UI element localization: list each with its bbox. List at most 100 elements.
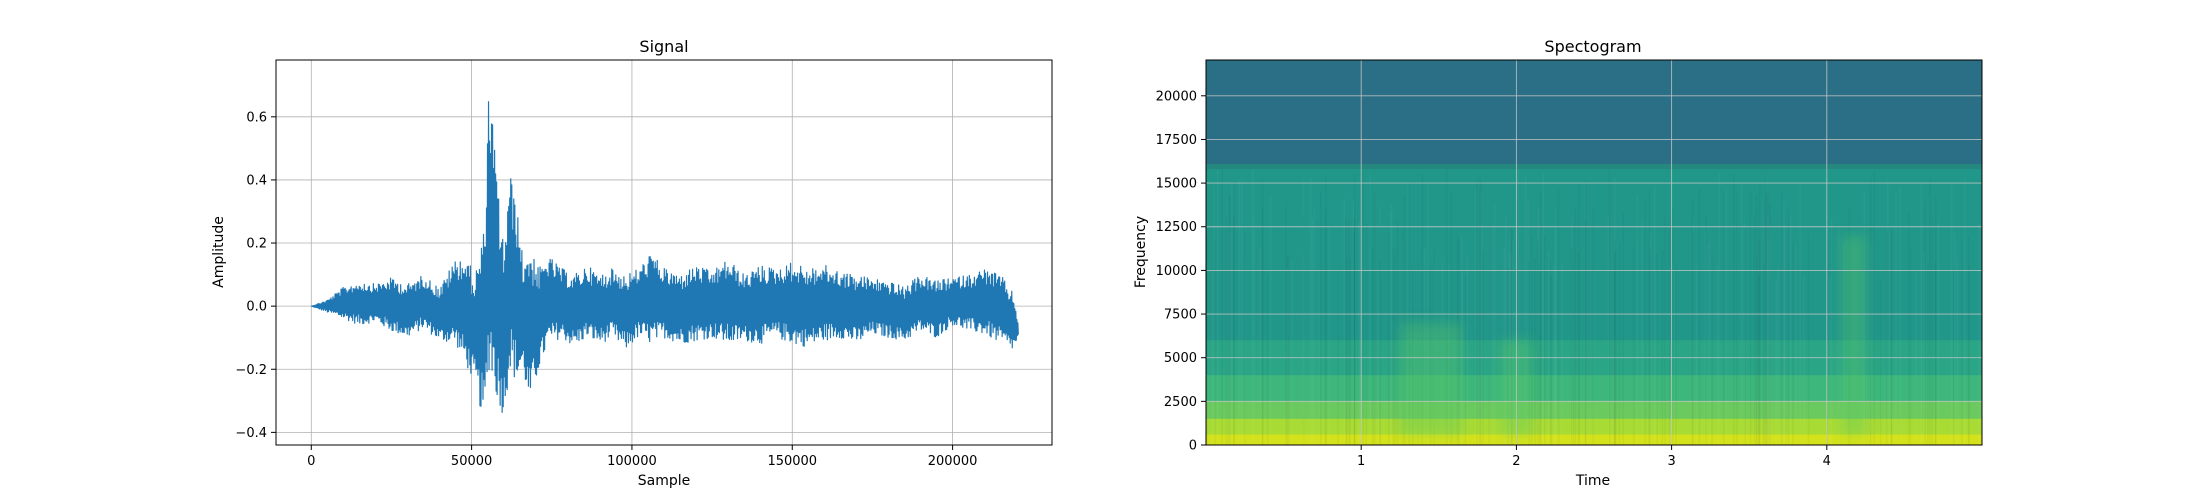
signal-y-axis-label: Amplitude [211, 216, 227, 288]
spectrogram-texture [1548, 250, 1550, 445]
spectrogram-texture [1291, 262, 1293, 445]
spectrogram-texture [1964, 179, 1966, 445]
spectrogram-texture [1718, 173, 1720, 445]
spectrogram-texture [1762, 199, 1764, 445]
spectrogram-texture [1675, 264, 1677, 445]
spectrogram-bright-bursts [1400, 235, 1866, 435]
signal-x-tick-label: 150000 [767, 454, 817, 469]
spectrogram-texture [1831, 219, 1833, 445]
signal-x-tick-label: 200000 [928, 454, 978, 469]
spectrogram-texture [1253, 216, 1255, 445]
spectrogram-texture [1378, 279, 1380, 445]
spectrogram-texture [1267, 274, 1269, 445]
spectrogram-texture [1766, 172, 1768, 445]
spectrogram-y-tick-label: 5000 [1164, 351, 1197, 366]
spectrogram-texture [1750, 191, 1752, 445]
spectrogram-texture [1788, 208, 1790, 445]
spectrogram-texture [1229, 233, 1231, 445]
spectrogram-texture [1924, 202, 1926, 445]
spectrogram-texture [1908, 211, 1910, 445]
spectrogram-texture [1871, 247, 1873, 445]
spectrogram-texture [1561, 264, 1563, 445]
signal-x-ticks: 0 50000 100000 150000 200000 [307, 445, 977, 469]
spectrogram-texture [1359, 222, 1361, 445]
spectrogram-texture [1880, 278, 1882, 445]
spectrogram-panel: Spectogram 1 2 3 4 0 2500 5000 7500 10000 12500 1… [1133, 37, 1983, 489]
spectrogram-texture [1394, 254, 1396, 445]
signal-y-ticks: −0.4 −0.2 0.0 0.2 0.4 0.6 [235, 110, 276, 441]
spectrogram-texture [1259, 248, 1261, 445]
spectrogram-texture [1391, 204, 1393, 445]
spectrogram-texture [1705, 216, 1707, 445]
spectrogram-texture [1352, 201, 1354, 445]
spectrogram-texture [1221, 170, 1223, 445]
signal-grid [276, 60, 1052, 445]
spectrogram-y-tick-label: 12500 [1156, 220, 1197, 235]
spectrogram-texture [1252, 170, 1254, 445]
spectrogram-texture [1245, 260, 1247, 445]
spectrogram-texture [1558, 187, 1560, 445]
spectrogram-texture [1910, 249, 1912, 445]
signal-y-tick-label: 0.0 [246, 300, 267, 315]
spectrogram-texture [1325, 176, 1327, 445]
signal-y-tick-label: −0.4 [235, 426, 267, 441]
spectrogram-y-tick-label: 20000 [1156, 89, 1197, 104]
spectrogram-texture [1593, 272, 1595, 445]
spectrogram-y-ticks: 0 2500 5000 7500 10000 12500 15000 17500 20000 [1156, 89, 1206, 454]
signal-y-tick-label: 0.4 [246, 173, 267, 188]
spectrogram-texture [1733, 175, 1735, 445]
spectrogram-texture [1808, 234, 1810, 445]
spectrogram-x-tick-label: 3 [1667, 454, 1675, 469]
spectrogram-texture [1369, 173, 1371, 445]
spectrogram-texture [1669, 225, 1671, 445]
spectrogram-texture [1262, 208, 1264, 445]
spectrogram-texture [1379, 207, 1381, 445]
signal-x-tick-label: 50000 [451, 454, 492, 469]
spectrogram-texture [1795, 244, 1797, 445]
spectrogram-texture [1571, 247, 1573, 445]
spectrogram-texture [1744, 226, 1746, 445]
spectrogram-texture [1655, 274, 1657, 445]
signal-panel: Signal 0 50000 100000 150000 200000 −0.4 −0.2… [211, 37, 1053, 489]
spectrogram-burst [1400, 322, 1463, 435]
spectrogram-x-tick-label: 1 [1357, 454, 1365, 469]
spectrogram-texture [1633, 246, 1635, 445]
spectrogram-texture [1543, 173, 1545, 445]
spectrogram-texture [1217, 170, 1219, 445]
spectrogram-texture [1619, 242, 1621, 445]
spectrogram-y-axis-label: Frequency [1133, 216, 1149, 288]
spectrogram-texture [1241, 179, 1243, 445]
spectrogram-texture [1318, 269, 1320, 445]
spectrogram-texture [1741, 181, 1743, 445]
signal-x-tick-label: 100000 [607, 454, 657, 469]
spectrogram-texture [1886, 231, 1888, 445]
spectrogram-band [1206, 163, 1982, 170]
spectrogram-texture [1312, 219, 1314, 445]
spectrogram-texture [1931, 216, 1933, 445]
spectrogram-texture [1699, 187, 1701, 445]
spectrogram-texture [1637, 195, 1639, 445]
spectrogram-texture [1585, 180, 1587, 445]
spectrogram-x-ticks: 1 2 3 4 [1357, 445, 1831, 469]
spectrogram-texture [1479, 175, 1481, 445]
spectrogram-texture [1354, 174, 1356, 445]
spectrogram-texture [1916, 273, 1918, 445]
spectrogram-grid [1206, 60, 1982, 445]
spectrogram-texture [1366, 224, 1368, 445]
spectrogram-texture [1374, 192, 1376, 445]
signal-plot-frame [275, 59, 1053, 446]
spectrogram-texture [1951, 182, 1953, 445]
spectrogram-texture [1488, 205, 1490, 445]
spectrogram-x-axis-label: Time [1575, 473, 1610, 489]
spectrogram-texture [1775, 279, 1777, 445]
spectrogram-texture [1214, 186, 1216, 445]
spectrogram-texture [1578, 252, 1580, 445]
spectrogram-texture [1927, 263, 1929, 445]
spectrogram-texture [1231, 180, 1233, 445]
spectrogram-texture [1790, 216, 1792, 445]
spectrogram-texture [1978, 224, 1980, 445]
spectrogram-texture [1393, 248, 1395, 445]
spectrogram-texture [1535, 258, 1537, 445]
spectrogram-texture [1648, 191, 1650, 445]
spectrogram-texture [1756, 257, 1758, 445]
